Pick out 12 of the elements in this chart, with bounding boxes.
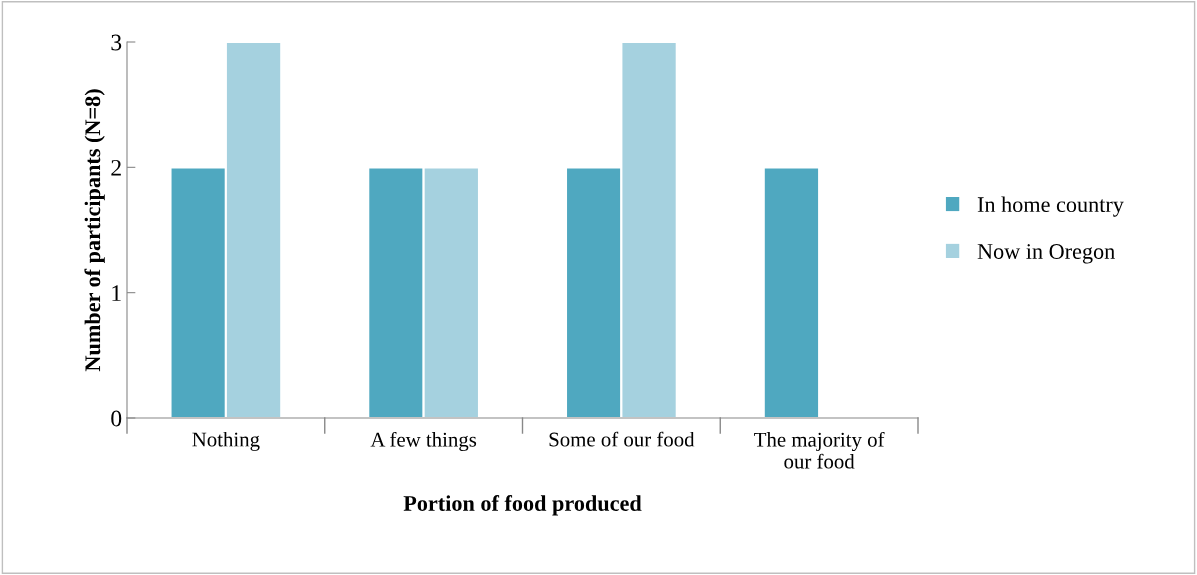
x-tick-label: Some of our food [549,431,695,447]
y-tick-label: 0 [111,410,122,427]
x-tick-label: The majority of our food [754,431,885,469]
y-tick-label: 1 [112,285,121,301]
y-axis-title: Number of participants (N=8) [84,89,105,372]
y-tick-label: 3 [111,34,122,51]
x-tick-label: A few things [370,431,477,452]
legend-label: In home country [977,196,1124,217]
x-axis-title: Portion of food produced [403,495,642,516]
y-tick-label: 2 [111,159,121,176]
legend-label: Now in Oregon [977,244,1115,264]
x-tick-label: Nothing [192,431,260,451]
